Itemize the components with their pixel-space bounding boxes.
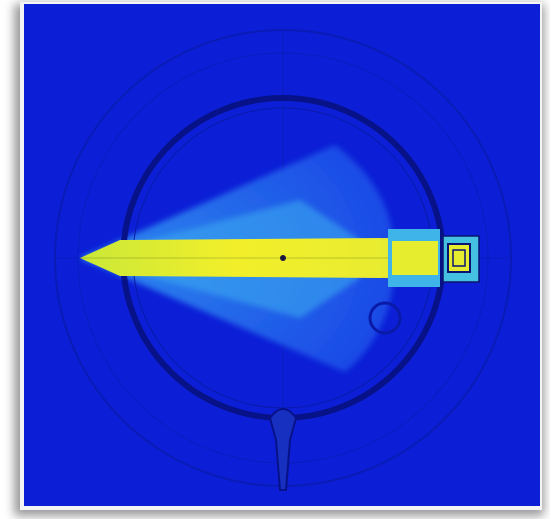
- small-ring: [368, 301, 402, 335]
- right-box-core: [392, 241, 438, 275]
- stem: [268, 408, 298, 491]
- end-cap-square: [452, 249, 466, 267]
- source-point: [280, 255, 286, 261]
- end-cap-core: [447, 243, 471, 273]
